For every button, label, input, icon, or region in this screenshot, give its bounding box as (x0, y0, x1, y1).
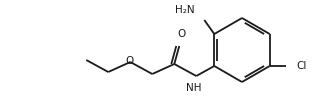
Text: H₂N: H₂N (175, 5, 194, 15)
Text: Cl: Cl (297, 61, 307, 71)
Text: O: O (177, 29, 185, 39)
Text: O: O (125, 56, 133, 66)
Text: NH: NH (185, 83, 201, 93)
